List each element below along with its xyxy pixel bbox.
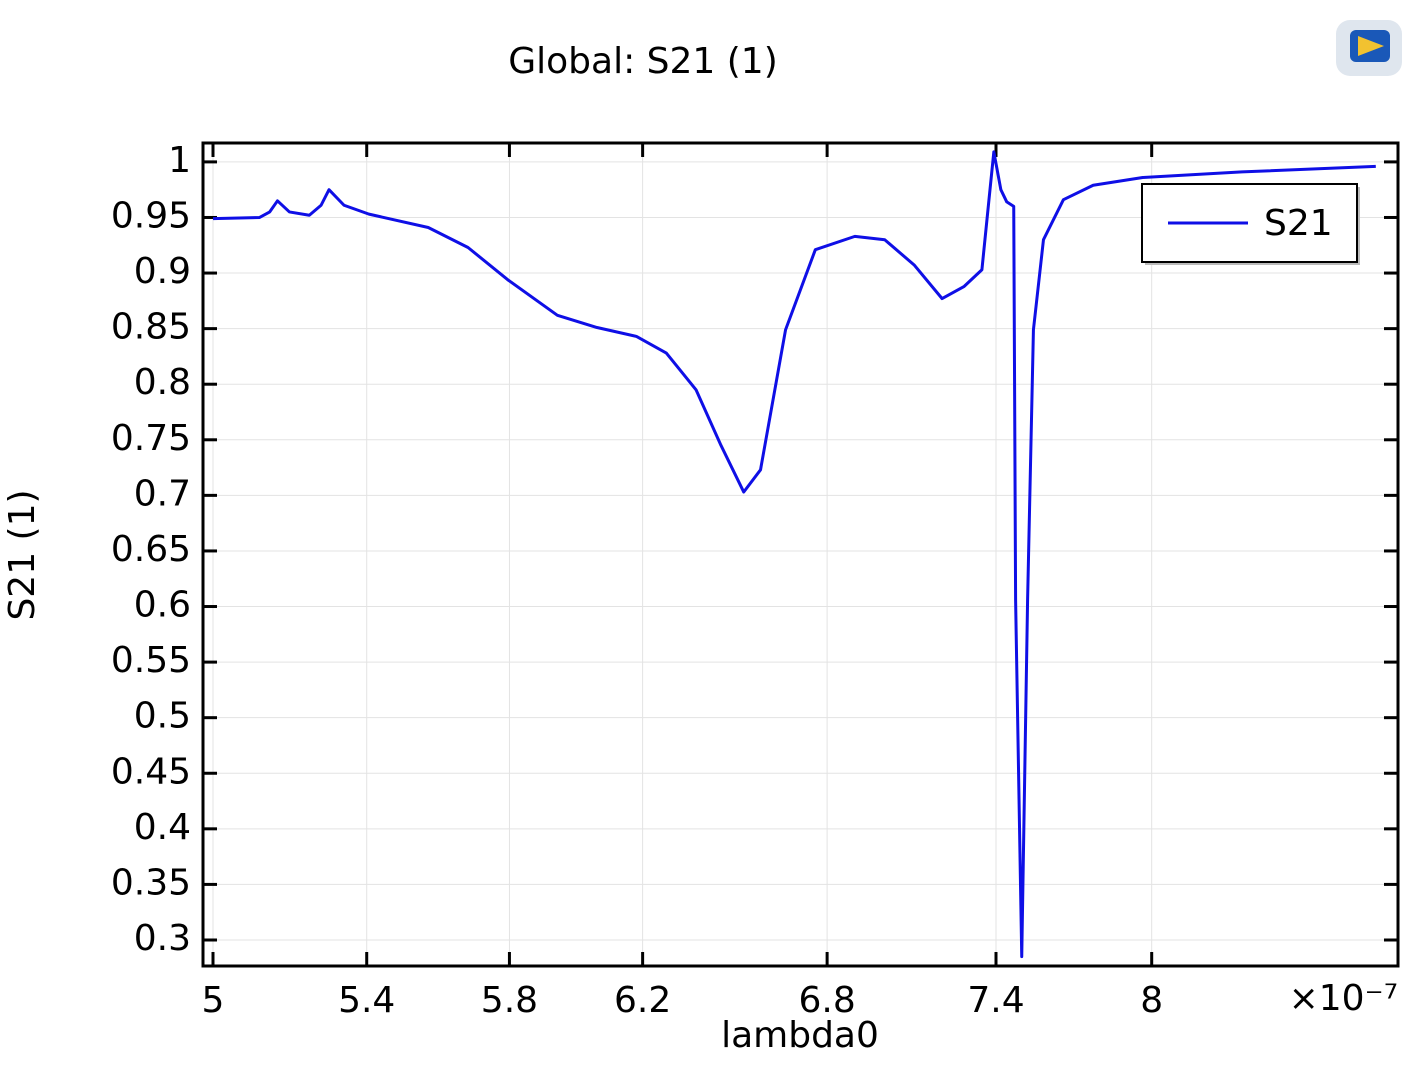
y-tick-label: 0.3	[134, 918, 191, 959]
y-tick-label: 0.95	[111, 195, 191, 236]
y-tick-label: 0.45	[111, 751, 191, 792]
legend-label: S21	[1264, 203, 1333, 244]
y-axis-label: S21 (1)	[2, 489, 43, 620]
y-tick-label: 0.65	[111, 529, 191, 570]
x-tick-label: 5.4	[338, 980, 395, 1021]
x-tick-label: 6.2	[614, 980, 671, 1021]
x-tick-label: 8	[1140, 980, 1163, 1021]
y-tick-label: 0.75	[111, 418, 191, 459]
app-icon	[1336, 20, 1402, 76]
y-tick-label: 1	[168, 140, 191, 181]
x-tick-label: 7.4	[967, 980, 1024, 1021]
y-tick-label: 0.55	[111, 640, 191, 681]
chart-title: Global: S21 (1)	[508, 41, 778, 82]
x-multiplier: ×10⁻⁷	[1289, 978, 1398, 1019]
y-tick-label: 0.85	[111, 307, 191, 348]
y-tick-label: 0.6	[134, 585, 191, 626]
y-tick-label: 0.4	[134, 807, 191, 848]
x-tick-label: 6.8	[798, 980, 855, 1021]
y-tick-label: 0.35	[111, 862, 191, 903]
x-tick-label: 5	[202, 980, 225, 1021]
x-tick-label: 5.8	[481, 980, 538, 1021]
y-tick-label: 0.7	[134, 473, 191, 514]
y-tick-label: 0.8	[134, 362, 191, 403]
plot-frame	[201, 141, 1400, 968]
y-tick-label: 0.5	[134, 696, 191, 737]
y-tick-label: 0.9	[134, 251, 191, 292]
x-axis-label: lambda0	[721, 1015, 879, 1056]
data-line	[212, 150, 1376, 959]
